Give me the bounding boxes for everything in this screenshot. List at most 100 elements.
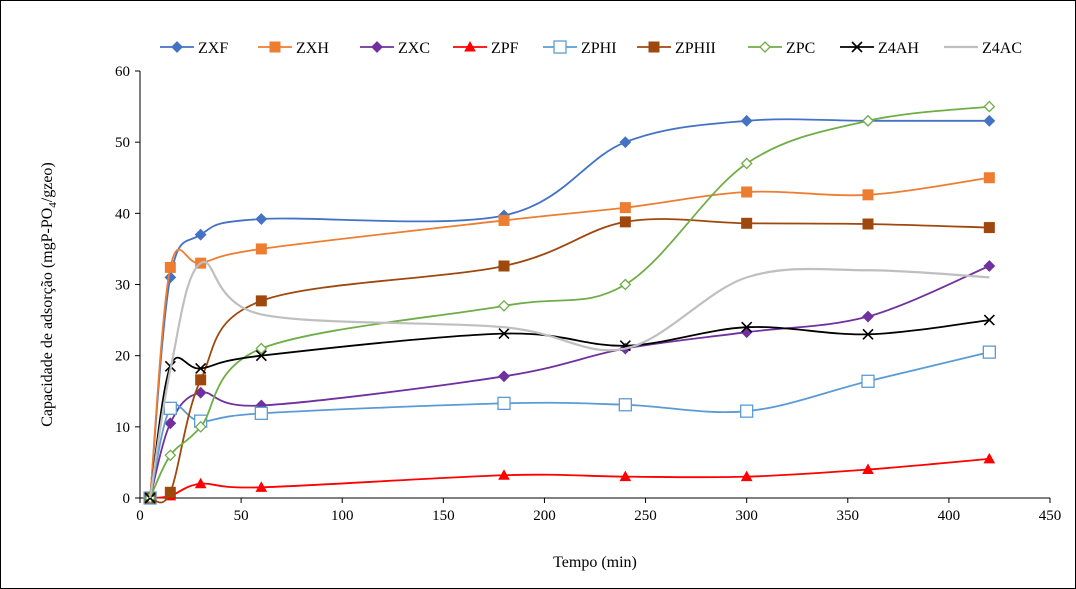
data-point-zxc xyxy=(983,260,996,272)
data-point-zpf xyxy=(619,470,632,482)
legend: ZXF ZXH ZXC ZPF ZPHI ZPHII ZPC Z4AH Z4AC xyxy=(160,40,1022,57)
y-tick-label: 0 xyxy=(123,491,131,507)
legend-marker-zxh xyxy=(269,41,281,53)
data-point-zpf xyxy=(983,452,996,464)
legend-label-zpf: ZPF xyxy=(491,40,519,57)
data-point-zpf xyxy=(862,463,874,475)
y-tick-label: 50 xyxy=(115,135,130,151)
legend-label-z4ah: Z4AH xyxy=(878,40,919,57)
tick-labels: 0 50 100 150 200 250 300 350 400 450 0 10 20 30 40 50 60 xyxy=(115,64,1061,524)
y-tick-label: 40 xyxy=(115,206,130,222)
data-point-zxh xyxy=(741,186,753,198)
data-point-z4ah xyxy=(741,321,753,333)
legend-marker-zphii xyxy=(648,41,660,53)
data-point-z4ah xyxy=(144,492,156,504)
legend-item-zpc: ZPC xyxy=(748,40,815,57)
y-axis-title-subscript: 4 xyxy=(47,202,59,208)
series-line-zxc xyxy=(149,265,990,499)
data-point-zphii xyxy=(255,295,267,307)
data-point-zphii xyxy=(862,218,874,230)
data-point-zphii xyxy=(164,486,176,498)
legend-label-zphi: ZPHI xyxy=(581,40,617,57)
data-point-zpc xyxy=(619,278,632,291)
data-point-zxc xyxy=(498,370,510,383)
legend-marker-zxc xyxy=(371,41,383,53)
x-tick-label: 450 xyxy=(1039,508,1062,524)
data-point-zxh xyxy=(164,261,176,273)
legend-item-z4ac: Z4AC xyxy=(944,40,1022,57)
x-tick-label: 100 xyxy=(331,508,354,524)
series-lines xyxy=(143,100,996,505)
data-point-z4ah xyxy=(498,328,510,340)
data-point-zxf xyxy=(983,114,996,127)
data-point-zxh xyxy=(619,202,631,214)
y-tick-label: 10 xyxy=(115,420,130,436)
legend-marker-zxf xyxy=(171,41,183,53)
x-axis-title: Tempo (min) xyxy=(553,554,637,571)
legend-label-zphii: ZPHII xyxy=(675,40,716,57)
series-zphii xyxy=(144,216,995,504)
legend-label-zpc: ZPC xyxy=(786,40,815,57)
data-point-zpc xyxy=(498,299,510,312)
data-point-zpc xyxy=(983,100,996,113)
series-line-z4ac xyxy=(149,260,990,499)
data-point-zpf xyxy=(255,481,268,492)
data-point-zpf xyxy=(194,477,207,489)
data-point-zphi xyxy=(982,345,996,359)
data-point-zxf xyxy=(740,114,753,127)
data-point-zxf xyxy=(194,228,207,241)
legend-marker-zphi xyxy=(553,40,567,54)
data-point-zxf xyxy=(619,136,632,149)
data-point-zxc xyxy=(194,386,207,399)
series-line-zpf xyxy=(150,457,990,499)
data-point-zpc xyxy=(194,420,207,433)
legend-item-zphii: ZPHII xyxy=(637,40,716,57)
x-tick-label: 250 xyxy=(634,508,657,524)
data-point-zxf xyxy=(255,213,268,225)
x-tick-label: 400 xyxy=(938,508,961,524)
data-point-zphi xyxy=(497,396,511,410)
series-zxh xyxy=(144,172,995,504)
x-tick-label: 50 xyxy=(234,508,249,524)
legend-marker-zpf xyxy=(464,40,476,52)
data-point-zphi xyxy=(618,398,632,412)
y-tick-label: 20 xyxy=(115,349,130,365)
data-point-zphi xyxy=(740,404,754,418)
data-point-zphii xyxy=(983,222,995,234)
data-point-zpc xyxy=(164,449,177,462)
data-point-zxh xyxy=(255,243,267,255)
y-axis-title: Capacidade de adsorção (mgP-PO4/gzeo) xyxy=(39,162,59,427)
data-point-zphi xyxy=(254,406,268,420)
data-point-zpc xyxy=(862,114,874,127)
x-tick-label: 0 xyxy=(136,508,144,524)
legend-item-zxh: ZXH xyxy=(258,40,329,57)
legend-marker-zpc xyxy=(759,41,771,53)
y-tick-label: 30 xyxy=(115,278,130,294)
series-line-zphi xyxy=(149,351,990,499)
data-point-zphii xyxy=(619,216,631,228)
legend-item-zphi: ZPHI xyxy=(543,40,617,57)
y-axis-title-main: Capacidade de adsorção (mgP-PO xyxy=(39,208,56,427)
data-point-zphii xyxy=(741,217,753,229)
data-point-zxc xyxy=(164,417,177,430)
data-point-zphi xyxy=(163,401,177,415)
legend-label-zxf: ZXF xyxy=(198,40,228,57)
data-point-zpf xyxy=(498,469,510,480)
data-point-z4ah xyxy=(255,350,267,362)
data-point-z4ah xyxy=(862,328,874,340)
legend-label-z4ac: Z4AC xyxy=(982,40,1022,57)
x-tick-label: 150 xyxy=(432,508,455,524)
data-point-zxc xyxy=(862,310,874,323)
y-axis-title-tail: /gzeo) xyxy=(39,162,56,202)
data-point-zxh xyxy=(862,189,874,201)
data-point-zpf xyxy=(740,470,753,482)
data-point-zxh xyxy=(983,172,995,184)
x-tick-label: 350 xyxy=(837,508,860,524)
legend-item-zxf: ZXF xyxy=(160,40,228,57)
series-line-zpc xyxy=(149,105,990,499)
data-point-z4ah xyxy=(195,362,207,375)
data-point-zpc xyxy=(740,157,753,170)
